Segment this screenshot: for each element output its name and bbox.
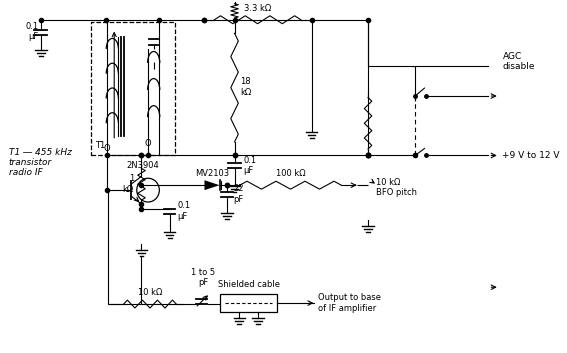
Text: 1 to 5
pF: 1 to 5 pF [192, 268, 215, 287]
Text: Shielded cable: Shielded cable [218, 280, 280, 289]
Text: 0.1
μF: 0.1 μF [177, 201, 191, 221]
Text: 22
pF: 22 pF [234, 184, 244, 204]
Text: 2N3904: 2N3904 [126, 161, 159, 170]
Text: 10 kΩ: 10 kΩ [138, 288, 162, 297]
Text: T1: T1 [95, 140, 105, 150]
Text: MV2103: MV2103 [195, 169, 229, 178]
Text: 1
kΩ: 1 kΩ [122, 174, 134, 194]
Text: O: O [103, 144, 110, 152]
Text: 10 kΩ
BFO pitch: 10 kΩ BFO pitch [375, 178, 417, 197]
Text: O: O [145, 139, 151, 148]
Text: 100 kΩ: 100 kΩ [276, 169, 305, 178]
Text: +9 V to 12 V: +9 V to 12 V [502, 151, 560, 160]
Text: 0.1
μF: 0.1 μF [26, 22, 39, 41]
Text: 0.1
μF: 0.1 μF [243, 156, 256, 175]
Bar [221, 294, 277, 312]
Text: 18
kΩ: 18 kΩ [240, 77, 251, 97]
Text: AGC
disable: AGC disable [502, 52, 535, 71]
Polygon shape [205, 180, 219, 190]
Bar [91, 22, 175, 155]
Text: Output to base
of IF amplifier: Output to base of IF amplifier [318, 293, 381, 313]
Text: T1 ― 455 kHz
transistor
radio IF: T1 ― 455 kHz transistor radio IF [9, 148, 72, 177]
Text: 3.3 kΩ: 3.3 kΩ [244, 4, 271, 13]
